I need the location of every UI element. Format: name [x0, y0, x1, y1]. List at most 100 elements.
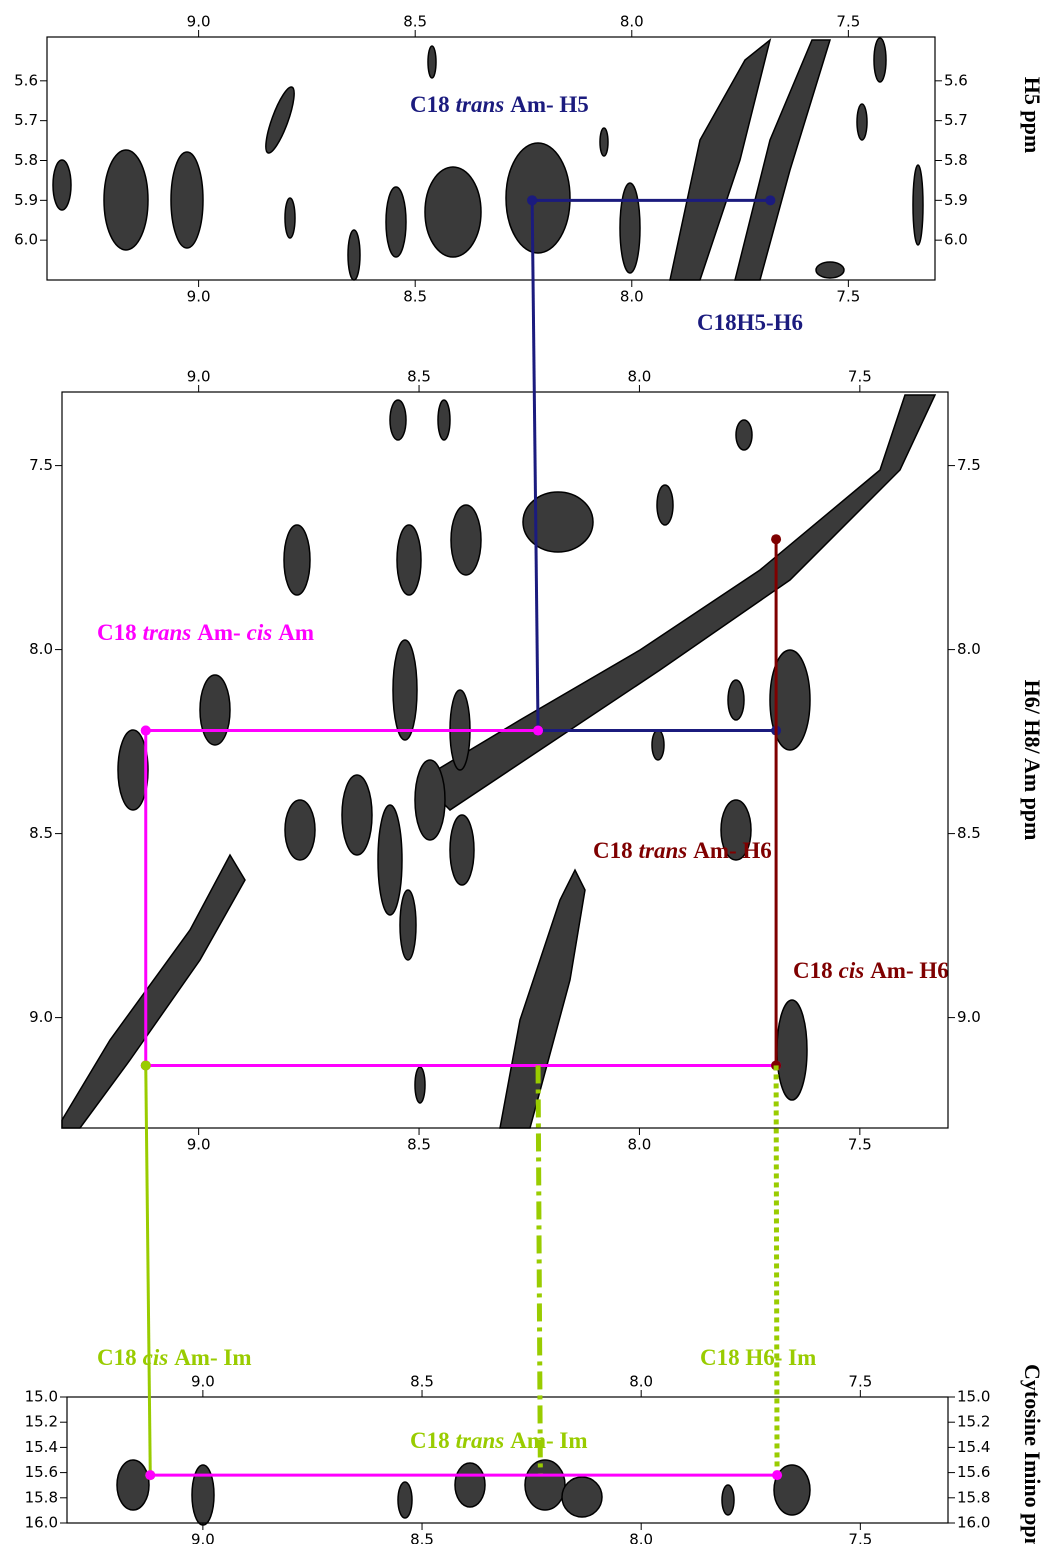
y-tick-label: 8.0 — [29, 640, 53, 658]
annotation-part: Am- Im — [510, 1428, 587, 1453]
y-tick-label: 9.0 — [957, 1008, 981, 1026]
panel-3-contours — [117, 1460, 810, 1525]
x-tick-label: 8.5 — [407, 1136, 431, 1154]
peak — [261, 84, 300, 155]
x-tick-label: 8.0 — [628, 368, 652, 386]
peak — [117, 1460, 149, 1510]
y-tick-label: 5.7 — [14, 111, 38, 129]
y-tick-label: 5.7 — [944, 111, 968, 129]
annotation-part: Am- H5 — [510, 92, 589, 117]
peak — [438, 400, 450, 440]
y-tick-label: 15.6 — [25, 1463, 58, 1481]
annotation-part: trans — [456, 92, 505, 117]
peak — [285, 198, 295, 238]
annotation-part: C18 H6- Im — [700, 1345, 816, 1370]
peak — [393, 640, 417, 740]
peak — [415, 760, 445, 840]
annotation: C18 H6- Im — [700, 1345, 816, 1370]
x-tick-label: 7.5 — [836, 288, 860, 306]
y-tick-label: 5.6 — [14, 71, 38, 89]
peak — [657, 485, 673, 525]
x-tick-label: 9.0 — [187, 288, 211, 306]
annotation-part: Am- Im — [174, 1345, 251, 1370]
peak — [450, 815, 474, 885]
y-tick-label: 8.0 — [957, 640, 981, 658]
peak — [200, 675, 230, 745]
x-tick-label: 9.0 — [187, 13, 211, 31]
y-tick-label: 6.0 — [14, 231, 38, 249]
x-tick-label: 9.0 — [191, 1531, 215, 1544]
x-tick-label: 8.0 — [629, 1373, 653, 1391]
x-tick-label: 7.5 — [848, 1531, 872, 1544]
y-tick-label: 9.0 — [29, 1008, 53, 1026]
y-tick-label: 7.5 — [957, 456, 981, 474]
annotation: C18H5-H6 — [697, 310, 803, 335]
figure: C18transAm- H5 C18H5-H6 C18transAm-cisAm… — [0, 0, 1062, 1544]
y-tick-label: 5.8 — [944, 151, 968, 169]
y-tick-label: 15.0 — [957, 1388, 990, 1406]
x-tick-label: 8.5 — [410, 1373, 434, 1391]
peak — [455, 1463, 485, 1507]
annotation-part: trans — [456, 1428, 505, 1453]
annotation-part: Am — [278, 620, 314, 645]
peak — [118, 730, 148, 810]
diagonal — [420, 395, 935, 810]
x-tick-label: 8.5 — [410, 1531, 434, 1544]
peak — [428, 46, 436, 78]
annotation-part: C18 — [593, 838, 633, 863]
peak — [398, 1482, 412, 1518]
y-tick-label: 15.6 — [957, 1463, 990, 1481]
cross-peak-dot — [145, 1470, 155, 1480]
x-tick-label: 8.0 — [628, 1136, 652, 1154]
peak — [284, 525, 310, 595]
annotation: C18transAm-cisAm — [97, 620, 314, 645]
link-line — [146, 1065, 151, 1475]
annotation-part: cis — [247, 620, 273, 645]
cross-peak-dot — [533, 726, 543, 736]
peak — [415, 1067, 425, 1103]
panel-1-contours — [53, 38, 923, 280]
peak — [104, 150, 148, 250]
peak — [857, 104, 867, 140]
peak — [451, 505, 481, 575]
y-tick-label: 8.5 — [957, 824, 981, 842]
x-tick-label: 9.0 — [187, 1136, 211, 1154]
y-tick-label: 6.0 — [944, 231, 968, 249]
annotation-part: C18 — [97, 620, 137, 645]
x-tick-label: 7.5 — [848, 368, 872, 386]
peak — [348, 230, 360, 280]
x-tick-label: 8.0 — [629, 1531, 653, 1544]
annotation-part: C18 — [410, 1428, 450, 1453]
peak — [722, 1485, 734, 1515]
peak — [874, 38, 886, 82]
x-tick-label: 8.5 — [403, 13, 427, 31]
annotation-part: Am- H6 — [693, 838, 772, 863]
peak — [378, 805, 402, 915]
y-tick-label: 5.9 — [14, 191, 38, 209]
cross-peak-dot — [141, 1060, 151, 1070]
y-tick-label: 15.4 — [957, 1438, 990, 1456]
peak — [736, 420, 752, 450]
peak — [390, 400, 406, 440]
x-tick-label: 8.5 — [407, 368, 431, 386]
x-tick-label: 9.0 — [187, 368, 211, 386]
peak — [506, 143, 570, 253]
peak — [652, 730, 664, 760]
peak — [816, 262, 844, 278]
annotation-part: Am- H6 — [870, 958, 949, 983]
y-tick-label: 15.0 — [25, 1388, 58, 1406]
x-tick-label: 9.0 — [191, 1373, 215, 1391]
peak — [523, 492, 593, 552]
y-tick-label: 8.5 — [29, 824, 53, 842]
y-tick-label: 16.0 — [25, 1514, 58, 1532]
y-tick-label: 7.5 — [29, 456, 53, 474]
peak — [620, 183, 640, 273]
contours — [53, 38, 935, 1525]
annotation-part: cis — [839, 958, 865, 983]
y-tick-label: 15.8 — [25, 1488, 58, 1506]
